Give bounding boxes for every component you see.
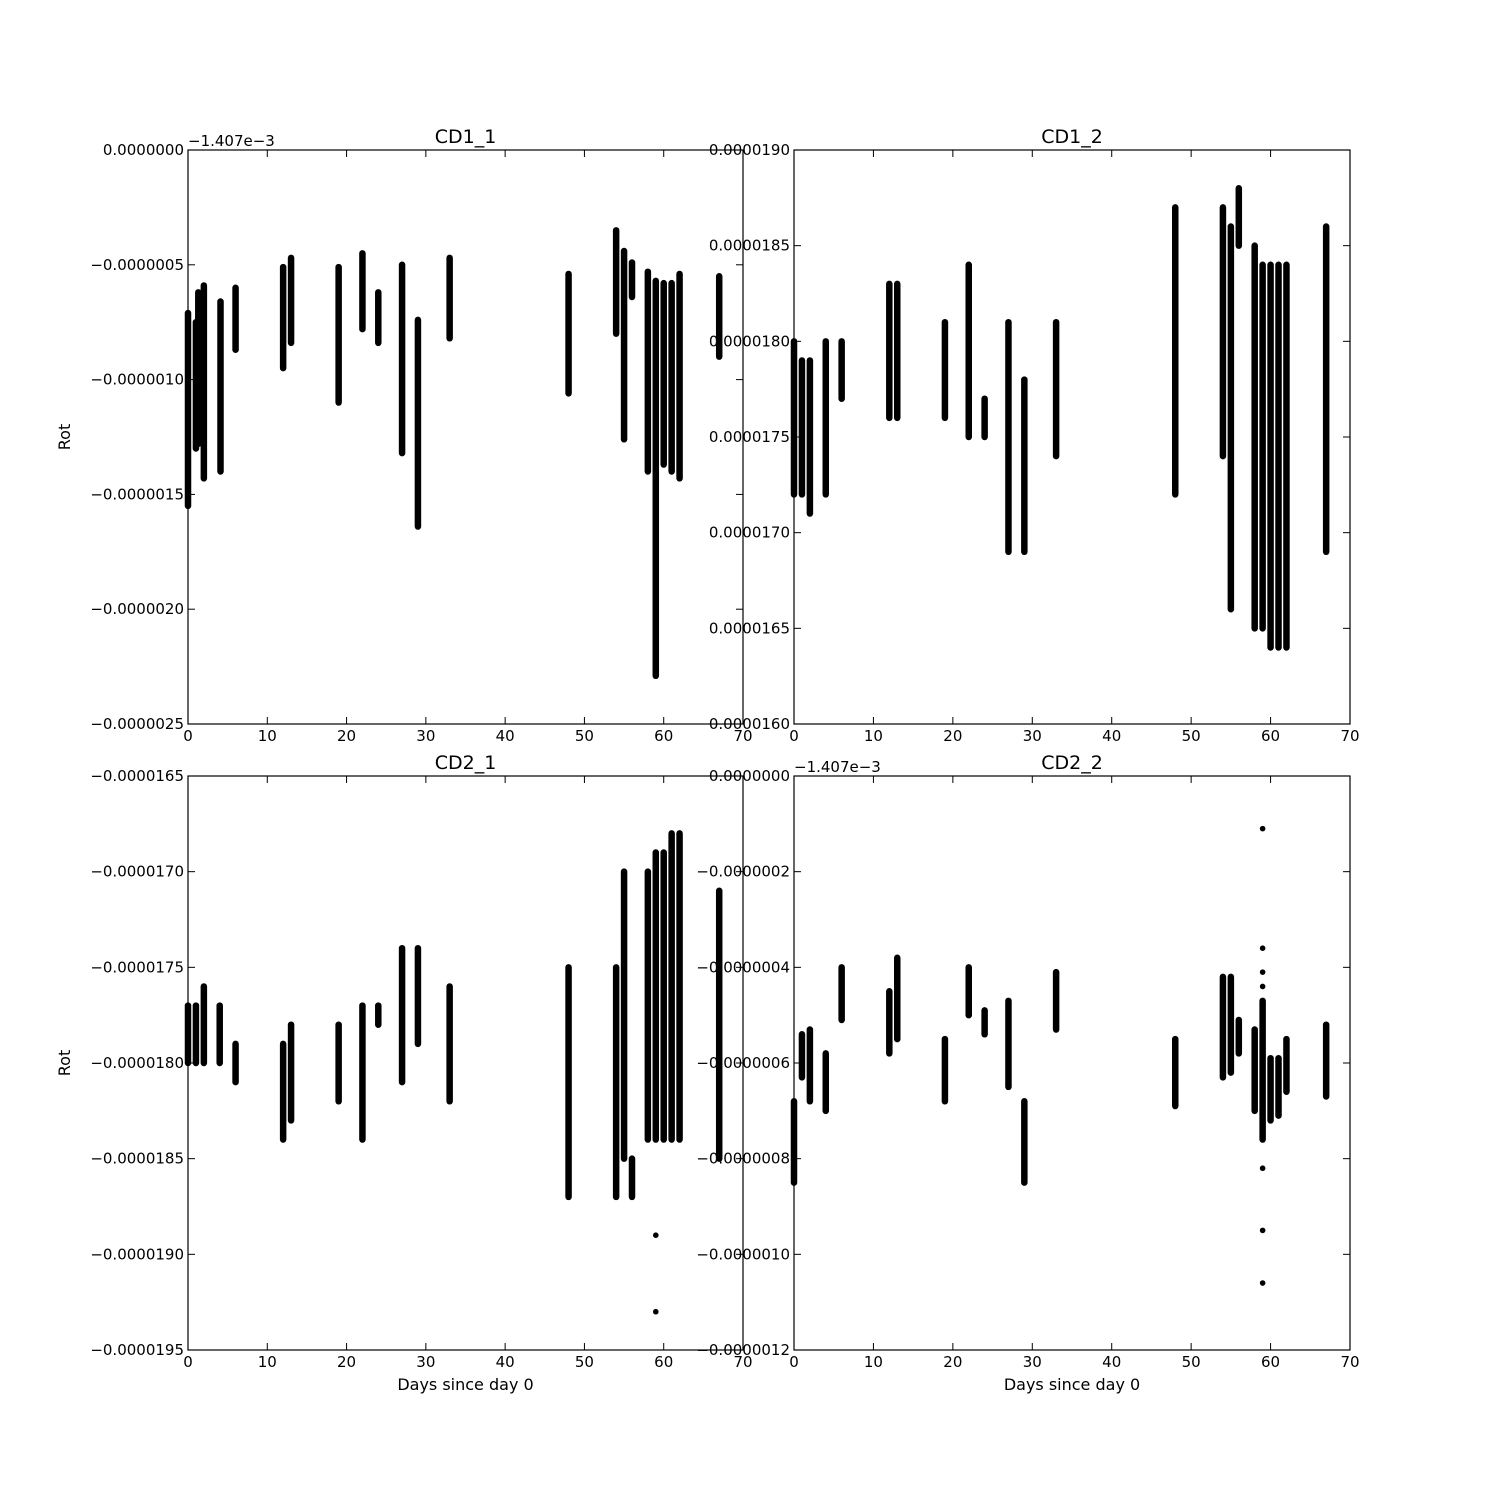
- y-tick-label: 0.0000000: [709, 767, 790, 785]
- y-tick-label: 0.0000170: [709, 524, 790, 542]
- y-tick-label: −0.0000165: [90, 767, 184, 785]
- data-point-outlier-0: [652, 537, 659, 544]
- x-tick-label: 10: [864, 727, 883, 745]
- y-tick-label: −0.0000010: [90, 371, 184, 389]
- x-tick-label: 0: [789, 727, 799, 745]
- y-tick-label: 0.0000185: [709, 237, 790, 255]
- y-tick-label: −0.0000195: [90, 1341, 184, 1359]
- panel-title: CD1_1: [435, 126, 497, 148]
- data-point-outlier-1: [652, 1308, 659, 1315]
- data-point-outlier-1: [652, 558, 659, 564]
- y-tick-label: −0.0000020: [90, 600, 184, 618]
- subplot-2: 0 10 20 30 40 50 60 70 −0.0000165 −0.0000170 −0.00…: [55, 752, 753, 1394]
- x-tick-label: 40: [1102, 727, 1121, 745]
- data-point-outlier-4: [1259, 1165, 1266, 1172]
- x-axis-label: Days since day 0: [1004, 1375, 1140, 1394]
- subplot-grid: 0 10 20 30 40 50 60 70 0.0000000 −0.0000005 −0.000…: [55, 126, 1360, 1394]
- x-tick-label: 50: [575, 727, 594, 745]
- x-tick-label: 50: [1182, 1353, 1201, 1371]
- x-tick-label: 30: [1023, 727, 1042, 745]
- data-point-outlier-3: [652, 638, 659, 645]
- data-point-outlier-2: [1259, 969, 1266, 975]
- y-tick-label: 0.0000180: [709, 332, 790, 350]
- x-tick-label: 60: [654, 727, 673, 745]
- x-tick-label: 40: [496, 727, 515, 745]
- x-tick-label: 10: [258, 1353, 277, 1371]
- y-tick-label: 0.0000175: [709, 428, 790, 446]
- data-marks: [184, 830, 723, 1315]
- panel-title: CD2_2: [1041, 752, 1103, 774]
- x-tick-label: 30: [416, 727, 435, 745]
- y-offset-label: −1.407e−3: [794, 758, 881, 776]
- y-tick-label: −0.0000015: [90, 485, 184, 503]
- y-tick-label: −0.0000190: [90, 1245, 184, 1263]
- x-tick-label: 70: [1340, 1353, 1359, 1371]
- y-tick-label: −0.0000185: [90, 1150, 184, 1168]
- x-tick-label: 0: [183, 1353, 193, 1371]
- y-tick-label: −0.0000006: [696, 1054, 790, 1072]
- y-tick-label: −0.0000012: [696, 1341, 790, 1359]
- data-point-outlier-0: [1259, 825, 1266, 832]
- y-tick-label: −0.0000180: [90, 1054, 184, 1072]
- panel-title: CD2_1: [435, 752, 497, 774]
- y-tick-label: −0.0000002: [696, 863, 790, 881]
- x-tick-label: 70: [733, 727, 752, 745]
- x-tick-label: 50: [575, 1353, 594, 1371]
- subplot-1: 0 10 20 30 40 50 60 70 0.0000190 0.0000185 0.00001…: [709, 126, 1360, 745]
- y-offset-label: −1.407e−3: [188, 132, 275, 150]
- x-tick-label: 30: [1023, 1353, 1042, 1371]
- y-tick-label: −0.0000175: [90, 958, 184, 976]
- data-point-outlier-3: [1259, 983, 1266, 990]
- x-tick-label: 0: [789, 1353, 799, 1371]
- y-tick-label: −0.0000010: [696, 1245, 790, 1263]
- data-marks: [184, 227, 723, 680]
- y-tick-label: 0.0000000: [103, 141, 184, 159]
- data-point-outlier-2: [652, 629, 659, 635]
- subplot-0: 0 10 20 30 40 50 60 70 0.0000000 −0.0000005 −0.000…: [55, 126, 753, 745]
- data-point-outlier-5: [1259, 1227, 1266, 1234]
- x-tick-label: 50: [1182, 727, 1201, 745]
- x-tick-label: 40: [1102, 1353, 1121, 1371]
- y-tick-label: −0.0000008: [696, 1150, 790, 1168]
- y-tick-label: −0.0000025: [90, 715, 184, 733]
- y-tick-label: −0.0000005: [90, 256, 184, 274]
- y-tick-label: −0.0000004: [696, 958, 790, 976]
- y-tick-label: 0.0000160: [709, 715, 790, 733]
- subplot-3: 0 10 20 30 40 50 60 70 0.0000000 −0.0000002 −0.000…: [696, 752, 1359, 1394]
- x-tick-label: 70: [733, 1353, 752, 1371]
- x-tick-label: 60: [1261, 1353, 1280, 1371]
- y-tick-label: −0.0000170: [90, 863, 184, 881]
- x-tick-label: 70: [1340, 727, 1359, 745]
- x-tick-label: 30: [416, 1353, 435, 1371]
- panel-title: CD1_2: [1041, 126, 1103, 148]
- x-tick-label: 20: [337, 727, 356, 745]
- x-tick-label: 60: [1261, 727, 1280, 745]
- data-point-outlier-6: [1259, 1280, 1266, 1286]
- data-point-outlier-0: [652, 1232, 659, 1238]
- y-tick-label: 0.0000190: [709, 141, 790, 159]
- x-tick-label: 20: [337, 1353, 356, 1371]
- x-tick-label: 60: [654, 1353, 673, 1371]
- data-point-outlier-1: [1259, 945, 1266, 951]
- x-tick-label: 20: [943, 1353, 962, 1371]
- y-axis-label: Rot: [55, 1050, 74, 1076]
- axes-frame: [187, 149, 744, 725]
- y-tick-label: 0.0000165: [709, 619, 790, 637]
- y-axis-label: Rot: [55, 424, 74, 450]
- x-tick-label: 10: [864, 1353, 883, 1371]
- x-tick-label: 40: [496, 1353, 515, 1371]
- x-tick-label: 10: [258, 727, 277, 745]
- x-tick-label: 0: [183, 727, 193, 745]
- x-tick-label: 20: [943, 727, 962, 745]
- x-axis-label: Days since day 0: [397, 1375, 533, 1394]
